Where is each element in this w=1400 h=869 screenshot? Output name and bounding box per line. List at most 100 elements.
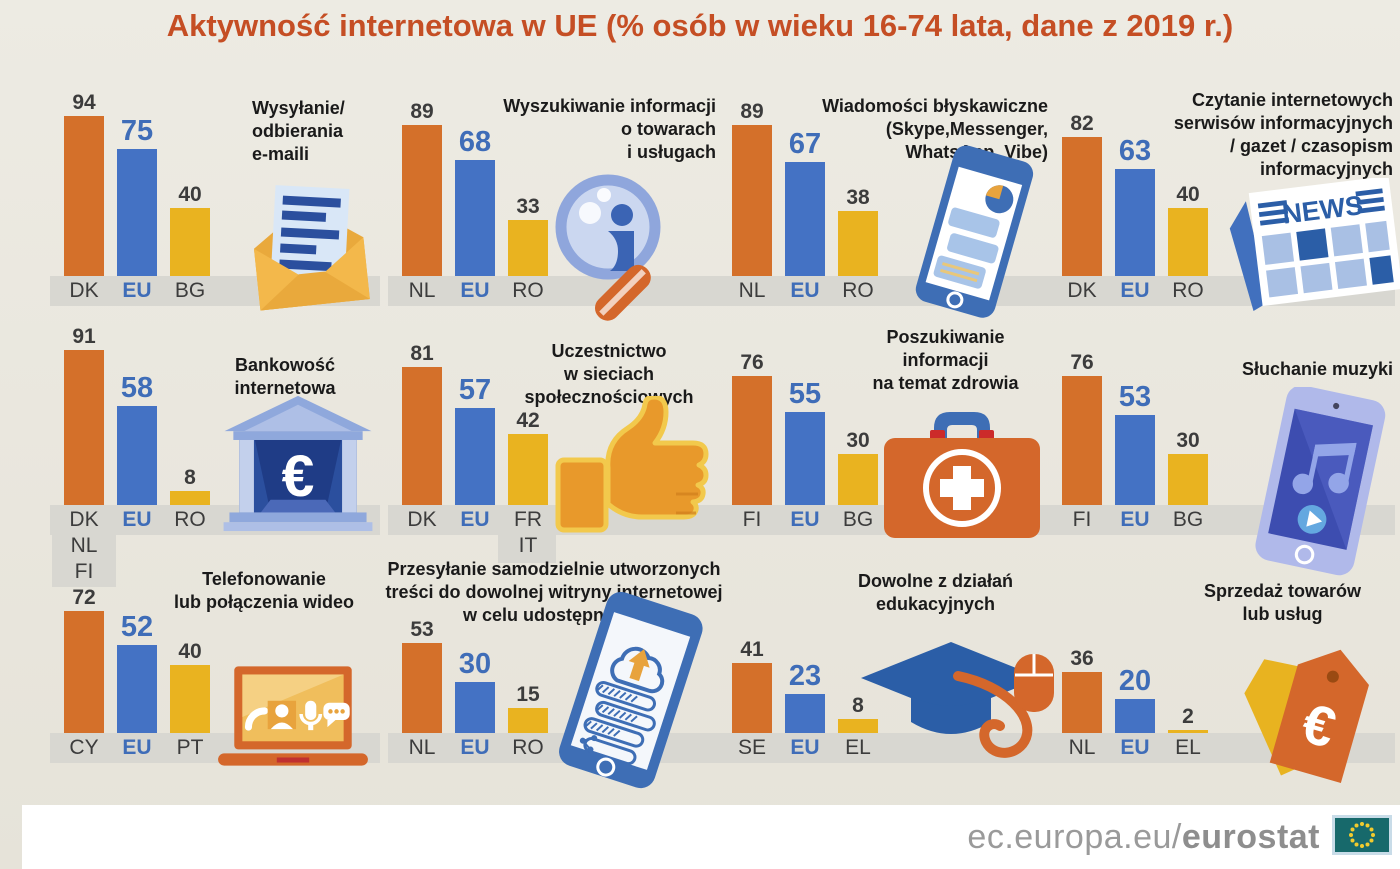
bar-value: 91 [72, 325, 96, 349]
bar-group: 41 [732, 639, 772, 733]
bar-orange [732, 375, 772, 505]
upload-content-phone-icon [538, 591, 723, 801]
bar-orange [1062, 136, 1102, 276]
chart-title: Sprzedaż towarów lub usług [1203, 581, 1362, 625]
bar-value-eu: 52 [120, 610, 154, 643]
bar-group: 76 [732, 352, 772, 505]
eu-label: EU [122, 279, 152, 302]
bar-group-eu: 75 [117, 114, 157, 276]
country-label: NL [738, 279, 766, 302]
bar-group: 82 [1062, 113, 1102, 276]
search-info-icon [546, 165, 716, 340]
country-label: FR IT [514, 508, 542, 557]
bar-orange [1062, 375, 1102, 505]
bar-value: 89 [410, 99, 434, 123]
bar-group: 8 [838, 695, 878, 733]
bar-group: 30 [838, 430, 878, 505]
chart-title: Bankowość internetowa [234, 355, 336, 399]
instant-messaging-phone-icon [886, 145, 1056, 340]
bar-group: 40 [170, 184, 210, 276]
bar-blue [455, 160, 495, 276]
chart-internet-banking: Bankowość internetowa 91 58 8 DK NL FI E… [50, 324, 380, 587]
chart-music: Słuchanie muzyki 76 53 30 FI EU BG [1048, 324, 1395, 576]
bars: 76 55 30 [732, 352, 878, 505]
bar-orange [402, 642, 442, 733]
bar-group: 40 [1168, 184, 1208, 276]
bar-orange [64, 350, 104, 505]
bar-value-eu: 55 [788, 377, 822, 410]
bar-value: 33 [516, 194, 540, 218]
country-label: NL [408, 279, 436, 302]
bar-value-eu: 75 [120, 114, 154, 147]
bar-yellow [1168, 454, 1208, 505]
bar-value-eu: 67 [788, 128, 822, 161]
online-news-icon: NEWS [1220, 175, 1400, 318]
bar-value: 36 [1070, 646, 1094, 670]
country-label: EL [1175, 736, 1201, 759]
category-labels: DK EU FR IT [402, 505, 548, 557]
bar-yellow [508, 433, 548, 505]
country-label: RO [174, 508, 206, 531]
country-label: RO [842, 279, 874, 302]
eu-label: EU [460, 279, 490, 302]
chart-social-networks: Uczestnictwo w sieciach społecznościowyc… [388, 324, 718, 563]
bar-group: 15 [508, 684, 548, 733]
chart-title: Poszukiwanie informacji na temat zdrowia [872, 327, 1019, 394]
eu-label: EU [460, 736, 490, 759]
bars: 76 53 30 [1062, 352, 1208, 505]
music-phone-icon [1248, 385, 1393, 587]
bar-orange [64, 116, 104, 276]
chart-online-news: Czytanie internetowych serwisów informac… [1048, 90, 1400, 312]
bar-orange [402, 367, 442, 505]
country-label: RO [512, 736, 544, 759]
bar-blue [455, 408, 495, 505]
bar-value-eu: 30 [458, 648, 492, 680]
bar-group-eu: 58 [117, 374, 157, 505]
bar-yellow [170, 208, 210, 276]
footer-bar: ec.europa.eu/eurostat [22, 805, 1400, 869]
category-labels: FI EU BG [732, 505, 878, 535]
bar-orange [732, 124, 772, 276]
country-label: RO [512, 279, 544, 302]
bar-value: 81 [410, 342, 434, 366]
category-labels: NL EU RO [402, 276, 548, 306]
category-labels: DK NL FI EU RO [64, 505, 210, 583]
education-cap-mouse-icon [856, 628, 1061, 783]
bar-group: 40 [170, 641, 210, 733]
bar-group-eu: 67 [785, 130, 825, 276]
eu-label: EU [460, 508, 490, 531]
bar-group-eu: 53 [1115, 382, 1155, 505]
bar-blue [1115, 414, 1155, 505]
chart-selling: Sprzedaż towarów lub usług 36 20 2 NL EU… [1048, 552, 1395, 783]
category-labels: NL EU RO [402, 733, 548, 763]
eu-label: EU [790, 508, 820, 531]
country-label: EL [845, 736, 871, 759]
page-title: Aktywność internetowa w UE (% osób w wie… [166, 8, 1234, 43]
country-label: DK [69, 279, 99, 302]
category-labels: NL EU EL [1062, 733, 1208, 763]
bar-value: 94 [72, 91, 96, 115]
bar-value: 76 [1070, 350, 1094, 374]
category-labels: NL EU RO [732, 276, 878, 306]
bank-euro-icon: € [218, 392, 378, 539]
bar-group: 42 [508, 410, 548, 505]
category-labels: CY EU PT [64, 733, 210, 763]
category-labels: FI EU BG [1062, 505, 1208, 535]
chart-video-calls: Telefonowanie lub połączenia wideo 72 52… [50, 552, 380, 766]
bar-value: 82 [1070, 111, 1094, 135]
bars: 53 30 15 [402, 619, 548, 733]
bar-value: 40 [1176, 183, 1200, 206]
bar-group: 30 [1168, 430, 1208, 505]
eu-label: EU [1120, 508, 1150, 531]
category-labels: DK EU BG [64, 276, 210, 306]
bar-yellow [838, 454, 878, 505]
chart-title: Wyszukiwanie informacji o towarach i usł… [503, 96, 716, 163]
bars: 81 57 42 [402, 343, 548, 505]
bars: 91 58 8 [64, 326, 210, 505]
country-label: FI [742, 508, 762, 531]
bar-yellow [1168, 208, 1208, 276]
bar-value-eu: 23 [788, 659, 822, 692]
bar-group-eu: 52 [117, 610, 157, 733]
bar-orange [1062, 671, 1102, 733]
chart-title: Słuchanie muzyki [1241, 359, 1393, 379]
